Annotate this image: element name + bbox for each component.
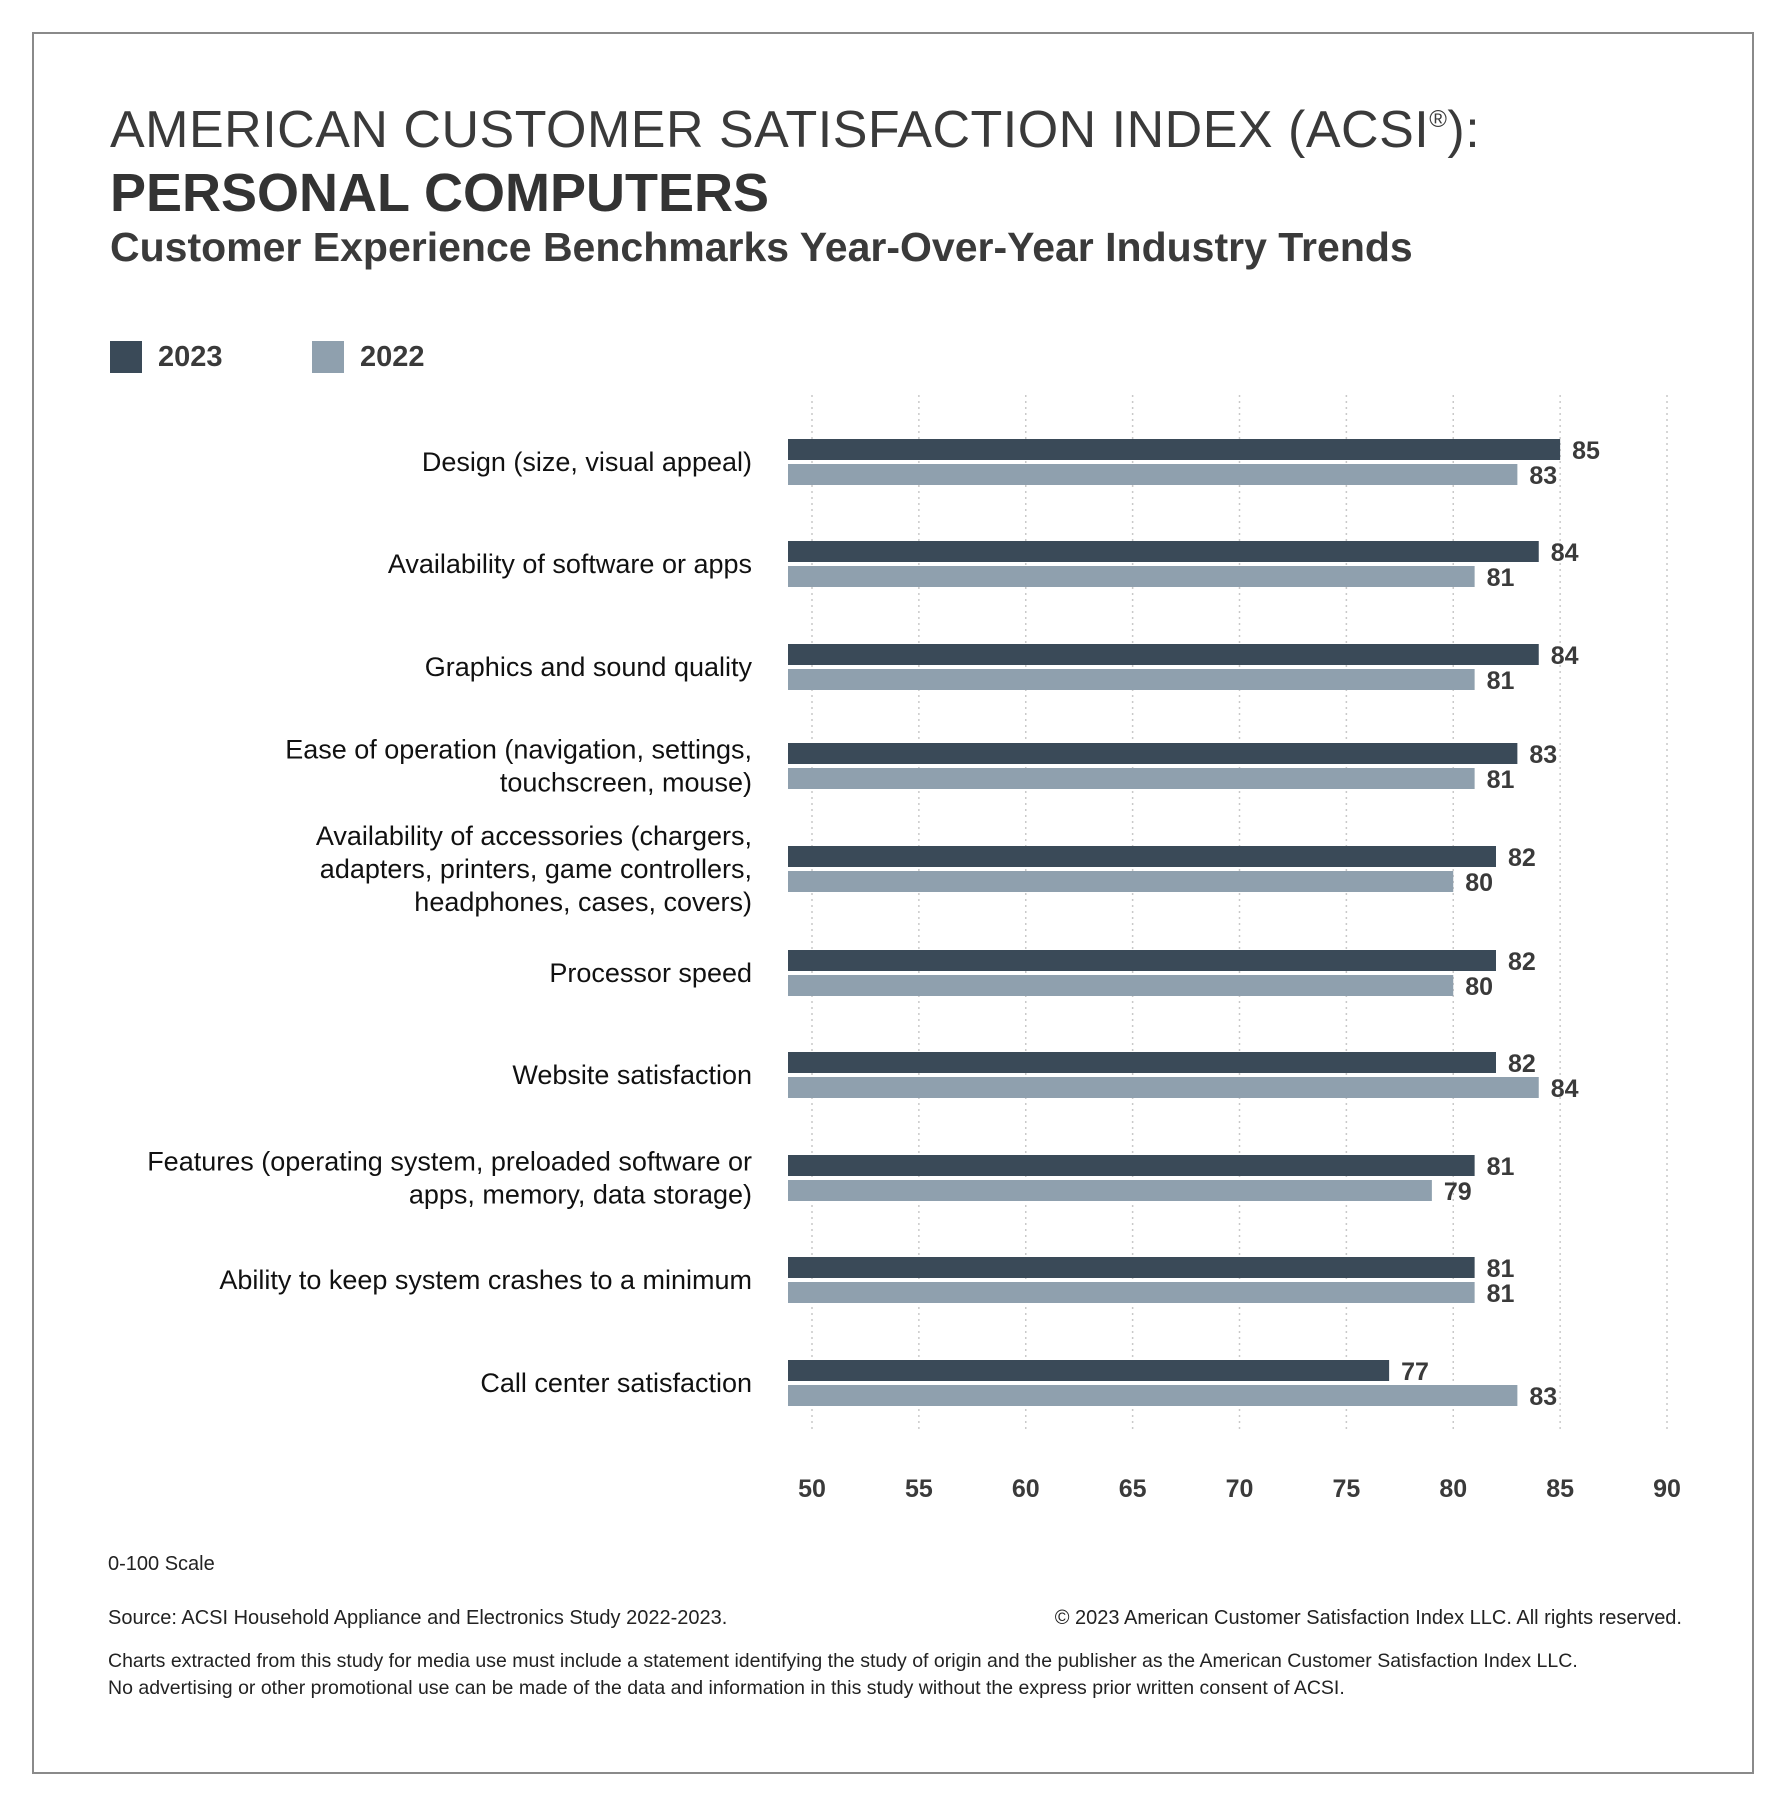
x-tick-label: 65	[1119, 1475, 1147, 1503]
legend-label-2022: 2022	[360, 340, 425, 373]
bar-2022	[788, 1180, 1432, 1201]
x-tick-label: 90	[1653, 1475, 1681, 1503]
bar-2022	[788, 464, 1518, 485]
disclaimer-line-1: Charts extracted from this study for med…	[108, 1650, 1578, 1672]
bar-2023	[788, 644, 1539, 665]
value-label-2022: 81	[1487, 667, 1515, 695]
legend-item-2022: 2022	[312, 340, 425, 374]
value-label-2022: 80	[1465, 869, 1493, 897]
bar-2023	[788, 846, 1496, 867]
chart-subtitle: Customer Experience Benchmarks Year-Over…	[110, 224, 1413, 270]
category-label: Availability of software or apps	[388, 549, 752, 579]
x-tick-label: 80	[1439, 1475, 1467, 1503]
value-label-2022: 81	[1487, 1280, 1515, 1308]
bar-2023	[788, 1155, 1475, 1176]
copyright-note: © 2023 American Customer Satisfaction In…	[1054, 1607, 1682, 1629]
chart-title-line2: PERSONAL COMPUTERS	[110, 163, 770, 223]
value-label-2022: 84	[1551, 1075, 1579, 1103]
category-label: Features (operating system, preloaded so…	[147, 1147, 752, 1177]
scale-note: 0-100 Scale	[108, 1553, 215, 1575]
value-label-2023: 82	[1508, 844, 1536, 872]
value-label-2022: 81	[1487, 766, 1515, 794]
value-label-2023: 81	[1487, 1255, 1515, 1283]
value-label-2023: 85	[1572, 437, 1600, 465]
bar-2023	[788, 1257, 1475, 1278]
x-tick-label: 75	[1332, 1475, 1360, 1503]
value-label-2022: 80	[1465, 973, 1493, 1001]
bar-2022	[788, 768, 1475, 789]
legend-item-2023: 2023	[110, 340, 223, 374]
legend-swatch-2022	[312, 341, 344, 373]
legend-swatch-2023	[110, 341, 142, 373]
bar-2023	[788, 439, 1561, 460]
bar-2023	[788, 1052, 1496, 1073]
category-label: Availability of accessories (chargers,	[316, 821, 752, 851]
category-label: Processor speed	[549, 958, 752, 988]
value-label-2023: 84	[1551, 539, 1579, 567]
x-tick-label: 60	[1012, 1475, 1040, 1503]
legend-label-2023: 2023	[158, 340, 223, 373]
value-label-2023: 82	[1508, 1050, 1536, 1078]
value-label-2023: 83	[1529, 741, 1557, 769]
bar-2022	[788, 871, 1454, 892]
value-label-2022: 81	[1487, 564, 1515, 592]
value-label-2023: 81	[1487, 1153, 1515, 1181]
chart-frame	[32, 32, 1754, 1774]
x-tick-label: 55	[905, 1475, 933, 1503]
x-tick-label: 50	[798, 1475, 826, 1503]
bar-2023	[788, 950, 1496, 971]
bar-2022	[788, 669, 1475, 690]
value-label-2022: 79	[1444, 1178, 1472, 1206]
category-label: touchscreen, mouse)	[500, 768, 752, 798]
disclaimer-line-2: No advertising or other promotional use …	[108, 1677, 1345, 1699]
value-label-2022: 83	[1529, 462, 1557, 490]
category-label: Graphics and sound quality	[425, 652, 753, 682]
category-label: Design (size, visual appeal)	[422, 447, 752, 477]
value-label-2023: 77	[1401, 1358, 1429, 1386]
chart-title-line1: AMERICAN CUSTOMER SATISFACTION INDEX (AC…	[110, 101, 1481, 159]
value-label-2022: 83	[1529, 1383, 1557, 1411]
bar-2023	[788, 541, 1539, 562]
x-tick-label: 85	[1546, 1475, 1574, 1503]
category-label: Ease of operation (navigation, settings,	[285, 735, 752, 765]
category-label: Call center satisfaction	[480, 1368, 752, 1398]
value-label-2023: 82	[1508, 948, 1536, 976]
category-label: apps, memory, data storage)	[409, 1180, 752, 1210]
registered-mark: ®	[1429, 106, 1448, 133]
bar-2022	[788, 975, 1454, 996]
bar-2022	[788, 1077, 1539, 1098]
category-label: Website satisfaction	[512, 1060, 752, 1090]
bar-2022	[788, 566, 1475, 587]
value-label-2023: 84	[1551, 642, 1579, 670]
category-label: headphones, cases, covers)	[414, 887, 752, 917]
bar-2022	[788, 1385, 1518, 1406]
bar-2023	[788, 1360, 1390, 1381]
category-label: adapters, printers, game controllers,	[320, 854, 752, 884]
category-label: Ability to keep system crashes to a mini…	[219, 1265, 752, 1295]
x-tick-label: 70	[1226, 1475, 1254, 1503]
bar-2023	[788, 743, 1518, 764]
source-note: Source: ACSI Household Appliance and Ele…	[108, 1607, 728, 1629]
bar-2022	[788, 1282, 1475, 1303]
